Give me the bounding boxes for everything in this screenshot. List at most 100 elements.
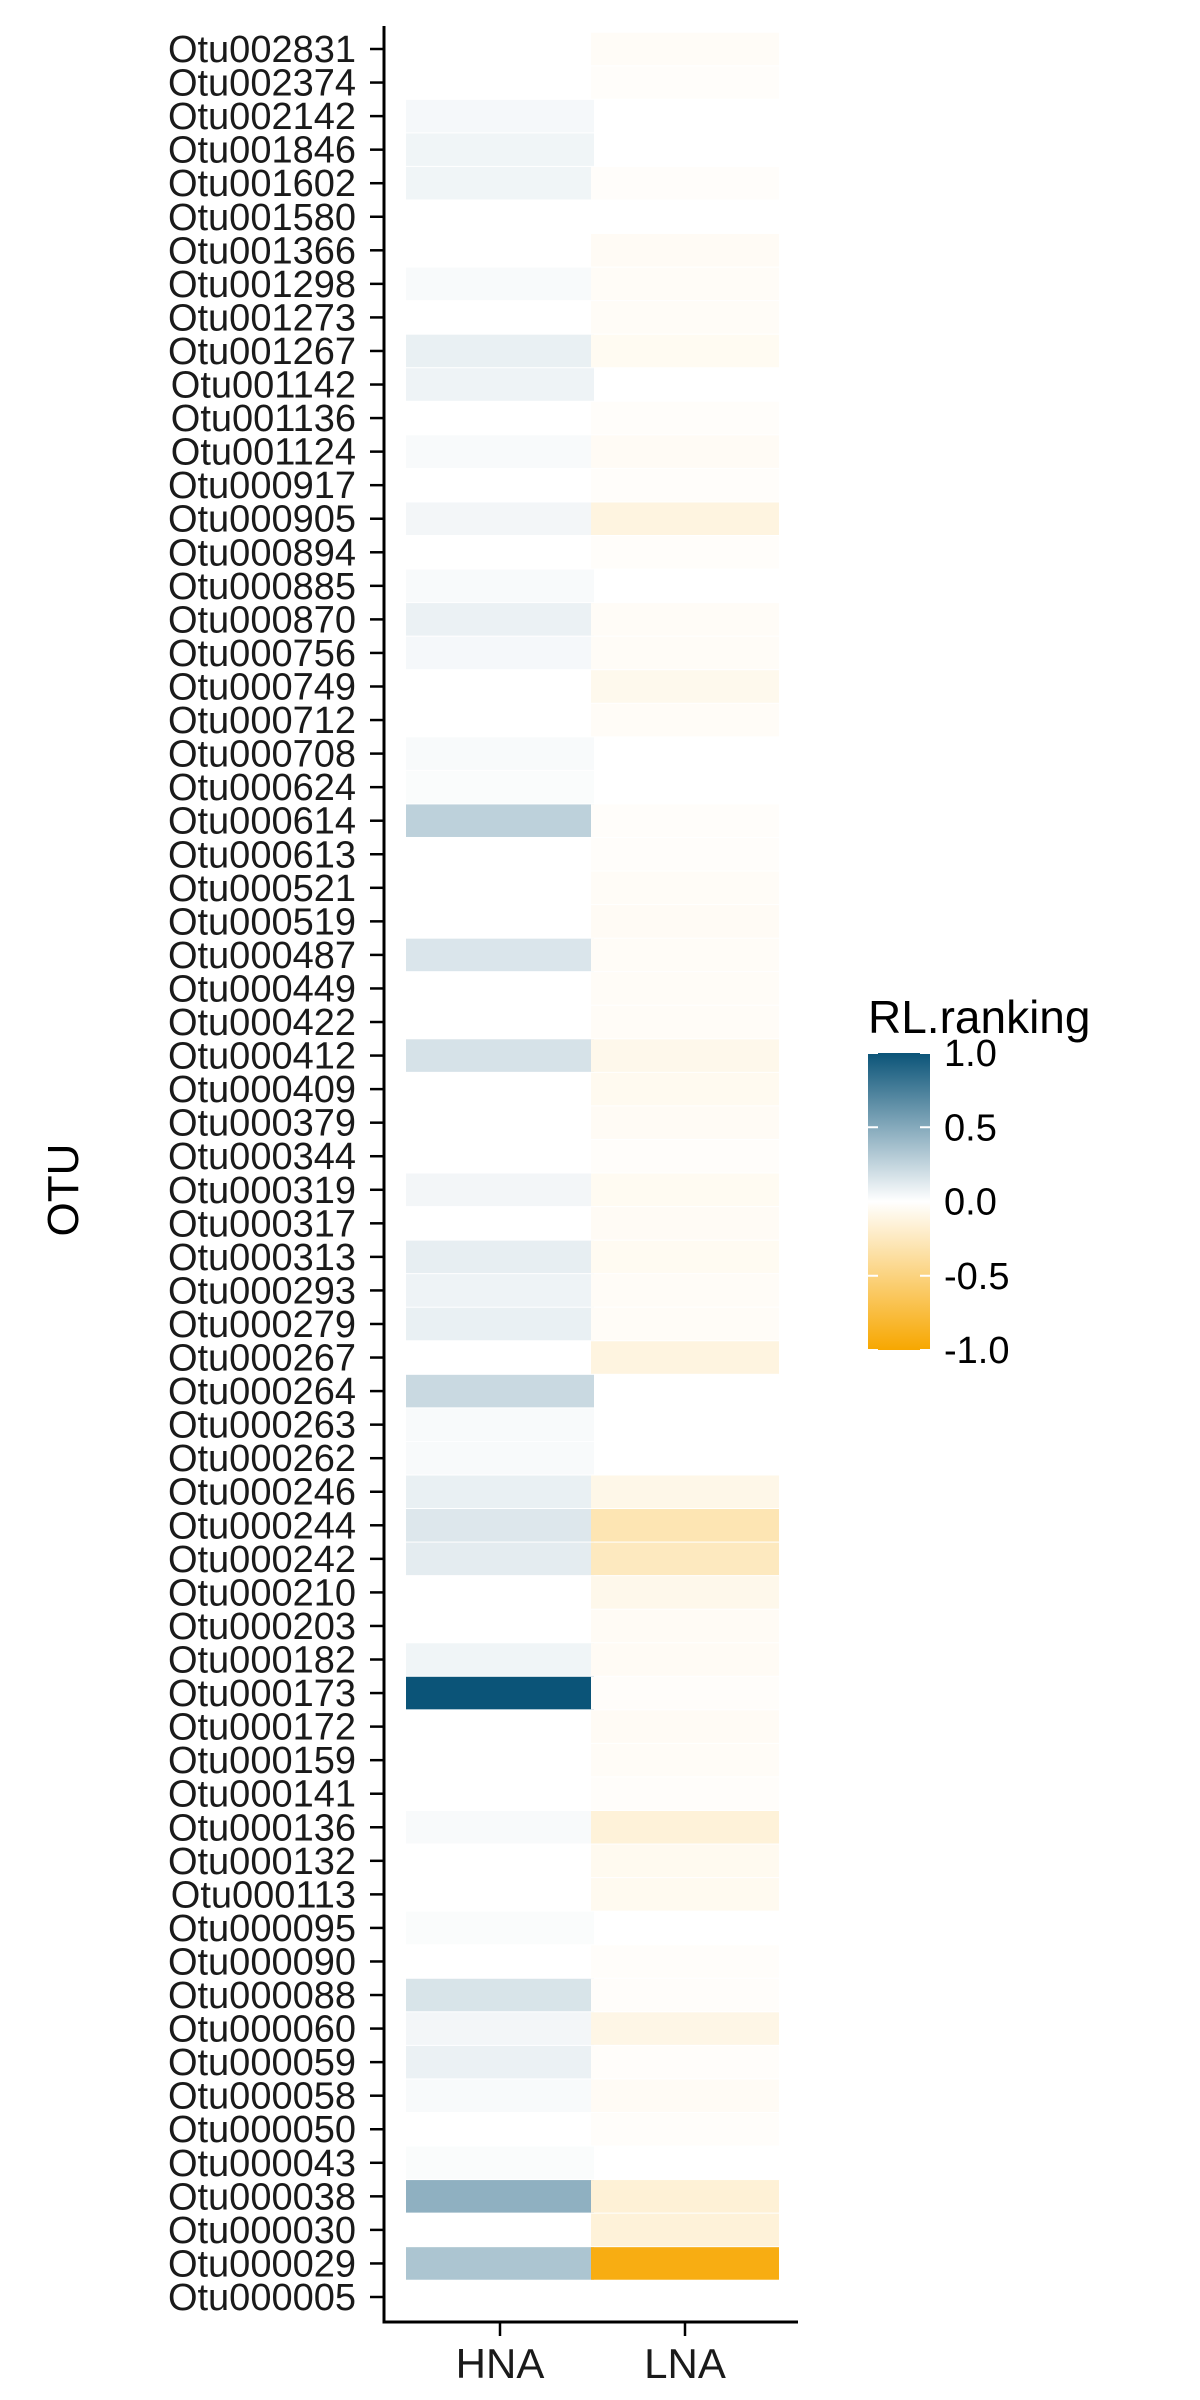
heatmap-cell xyxy=(591,1978,779,2012)
heatmap-cells xyxy=(406,32,779,2280)
y-tick-label: Otu001267 xyxy=(168,331,356,373)
heatmap-cell xyxy=(406,2012,594,2045)
heatmap-cell xyxy=(406,99,594,133)
y-tick-label: Otu000038 xyxy=(168,2176,356,2218)
y-tick-label: Otu000203 xyxy=(168,1606,356,1648)
y-tick-label: Otu000246 xyxy=(168,1472,356,1514)
heatmap-cell xyxy=(591,435,779,468)
heatmap-cell xyxy=(406,1542,594,1576)
heatmap-cell xyxy=(591,32,779,66)
y-tick-label: Otu000029 xyxy=(168,2243,356,2285)
y-tick-label: Otu000487 xyxy=(168,935,356,977)
y-tick-label: Otu000279 xyxy=(168,1304,356,1346)
y-tick-label: Otu001136 xyxy=(171,398,356,440)
heatmap-cell xyxy=(406,334,594,368)
heatmap-cell xyxy=(591,1173,779,1207)
heatmap-cell xyxy=(591,703,779,737)
y-tick-label: Otu000095 xyxy=(168,1908,356,1950)
y-tick-label: Otu000058 xyxy=(168,2076,356,2118)
heatmap-cell xyxy=(406,166,594,200)
y-tick-label: Otu000521 xyxy=(168,868,356,910)
y-tick-label: Otu000090 xyxy=(168,1941,356,1983)
y-tick-label: Otu000749 xyxy=(168,666,356,708)
y-tick-label: Otu000712 xyxy=(168,700,356,742)
heatmap-cell xyxy=(406,133,594,166)
y-tick-label: Otu000210 xyxy=(168,1572,356,1614)
y-tick-label: Otu000264 xyxy=(168,1371,356,1413)
legend-tick-label: -1.0 xyxy=(944,1330,1009,1372)
heatmap-cell xyxy=(591,1945,779,1978)
heatmap-cell xyxy=(591,2213,779,2247)
heatmap-cell xyxy=(591,938,779,972)
x-tick-label: HNA xyxy=(456,2340,545,2387)
heatmap-cell xyxy=(591,670,779,703)
heatmap-cell xyxy=(406,737,594,770)
heatmap-cell xyxy=(591,636,779,670)
y-tick-label: Otu000262 xyxy=(168,1438,356,1480)
y-tick-label: Otu000267 xyxy=(168,1338,356,1380)
heatmap-cell xyxy=(406,1810,594,1844)
heatmap-cell xyxy=(591,1307,779,1341)
y-tick-labels: Otu002831Otu002374Otu002142Otu001846Otu0… xyxy=(168,29,356,2319)
heatmap-cell xyxy=(591,1609,779,1643)
heatmap-cell xyxy=(406,569,594,603)
heatmap-cell xyxy=(406,1911,594,1945)
heatmap-cell xyxy=(406,1509,594,1542)
x-tick-label: LNA xyxy=(644,2340,726,2387)
y-tick-label: Otu002831 xyxy=(168,29,356,71)
heatmap-cell xyxy=(591,2180,779,2213)
y-tick-label: Otu000412 xyxy=(168,1036,356,1078)
y-tick-label: Otu001124 xyxy=(171,432,356,474)
y-tick-label: Otu000422 xyxy=(168,1002,356,1044)
y-tick-label: Otu000319 xyxy=(168,1170,356,1212)
y-tick-label: Otu000059 xyxy=(168,2042,356,2084)
y-tick-label: Otu001580 xyxy=(168,197,356,239)
heatmap-cell xyxy=(591,1710,779,1743)
y-tick-label: Otu000005 xyxy=(168,2277,356,2319)
heatmap-cell xyxy=(591,1139,779,1173)
y-tick-label: Otu000043 xyxy=(168,2143,356,2185)
legend-tick-label: -0.5 xyxy=(944,1256,1009,1298)
heatmap-cell xyxy=(406,368,594,401)
heatmap-cell xyxy=(591,301,779,334)
y-tick-label: Otu000263 xyxy=(168,1405,356,1447)
y-axis-title: OTU xyxy=(39,1144,88,1237)
heatmap-cell xyxy=(591,905,779,938)
heatmap-cell xyxy=(591,468,779,502)
y-tick-label: Otu000917 xyxy=(168,465,356,507)
heatmap-cell xyxy=(406,938,594,972)
y-tick-label: Otu000088 xyxy=(168,1975,356,2017)
heatmap-cell xyxy=(591,267,779,301)
legend-colorbar xyxy=(868,1053,930,1350)
y-tick-label: Otu001366 xyxy=(168,230,356,272)
y-tick-label: Otu000173 xyxy=(168,1673,356,1715)
heatmap-cell xyxy=(591,536,779,569)
heatmap-cell xyxy=(591,972,779,1005)
heatmap-cell xyxy=(591,1475,779,1509)
heatmap-cell xyxy=(591,1039,779,1072)
heatmap-cell xyxy=(591,804,779,837)
y-tick-label: Otu000293 xyxy=(168,1270,356,1312)
y-tick-label: Otu000905 xyxy=(168,499,356,541)
heatmap-cell xyxy=(591,334,779,368)
y-tick-label: Otu001602 xyxy=(168,163,356,205)
heatmap-cell xyxy=(406,267,594,301)
y-tick-label: Otu000159 xyxy=(168,1740,356,1782)
heatmap-cell xyxy=(591,1106,779,1139)
y-tick-label: Otu000136 xyxy=(168,1807,356,1849)
heatmap-cell xyxy=(591,1643,779,1676)
legend-tick-label: 0.5 xyxy=(944,1107,997,1149)
y-tick-label: Otu001142 xyxy=(171,365,356,407)
heatmap-cell xyxy=(406,1676,594,1710)
heatmap-cell xyxy=(591,1005,779,1039)
y-tick-label: Otu000756 xyxy=(168,633,356,675)
heatmap-cell xyxy=(591,1240,779,1274)
y-tick-label: Otu000313 xyxy=(168,1237,356,1279)
heatmap-cell xyxy=(406,770,594,804)
y-tick-label: Otu000030 xyxy=(168,2210,356,2252)
y-tick-label: Otu000409 xyxy=(168,1069,356,1111)
heatmap-cell xyxy=(591,1777,779,1810)
heatmap-cell xyxy=(591,2012,779,2045)
y-tick-label: Otu002374 xyxy=(168,63,356,105)
y-tick-label: Otu000379 xyxy=(168,1103,356,1145)
